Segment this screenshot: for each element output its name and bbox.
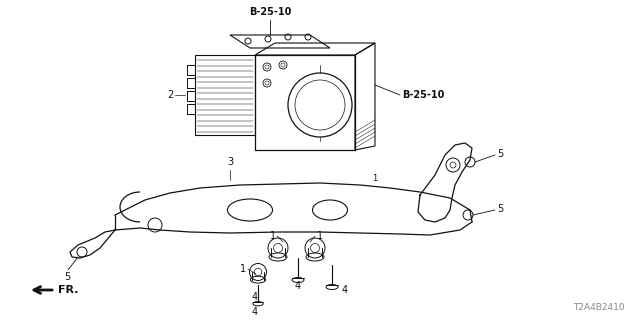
- Text: 4: 4: [252, 307, 258, 317]
- Text: B-25-10: B-25-10: [402, 90, 444, 100]
- Text: 4: 4: [252, 292, 258, 302]
- Text: 3: 3: [227, 157, 233, 167]
- Text: 4: 4: [342, 285, 348, 295]
- Text: 2: 2: [167, 90, 173, 100]
- Text: 5: 5: [64, 272, 70, 282]
- Text: T2A4B2410: T2A4B2410: [573, 303, 625, 312]
- Text: 4: 4: [295, 281, 301, 291]
- Text: 5: 5: [497, 149, 503, 159]
- Text: 1: 1: [372, 174, 378, 183]
- Text: 1: 1: [240, 264, 246, 274]
- Text: 5: 5: [497, 204, 503, 214]
- Text: 1: 1: [317, 231, 323, 241]
- Text: B-25-10: B-25-10: [249, 7, 291, 17]
- Text: 1: 1: [270, 231, 276, 241]
- Text: FR.: FR.: [58, 285, 79, 295]
